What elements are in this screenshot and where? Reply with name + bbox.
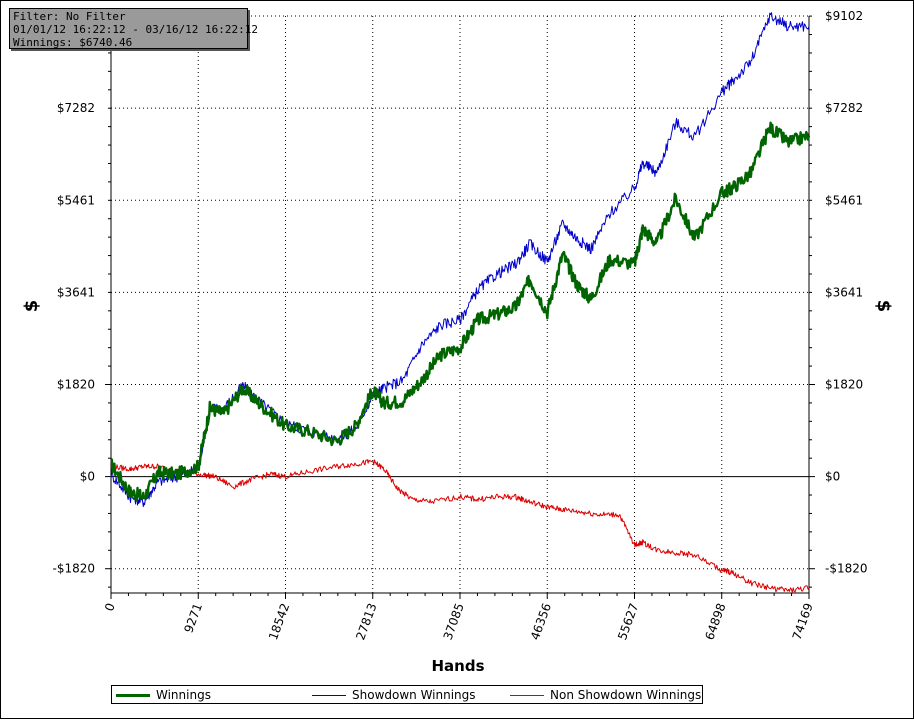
y-tick-label-right: $7282 <box>825 101 863 115</box>
y-tick-label-left: -$1820 <box>52 562 95 576</box>
y-axis-title-right: $ <box>873 300 894 313</box>
y-tick-label-right: -$1820 <box>825 562 868 576</box>
date-range-text: 01/01/12 16:22:12 - 03/16/12 16:22:12 <box>13 23 259 36</box>
y-tick-label-right: $9102 <box>825 9 863 23</box>
legend-swatch-winnings <box>116 693 150 697</box>
x-axis-title: Hands <box>431 657 484 675</box>
legend-item-winnings: Winnings <box>116 687 211 703</box>
x-tick-label: 37085 <box>441 601 467 642</box>
filter-info-box: Filter: No Filter 01/01/12 16:22:12 - 03… <box>9 8 259 49</box>
legend-item-showdown: Showdown Winnings <box>312 687 476 703</box>
x-tick-label: 46356 <box>528 601 554 642</box>
y-tick-label-left: $1820 <box>57 378 95 392</box>
y-tick-label-left: $7282 <box>57 101 95 115</box>
legend-label-winnings: Winnings <box>156 688 211 702</box>
x-tick-label: 9271 <box>181 601 205 634</box>
x-tick-label: 0 <box>102 601 118 613</box>
series-line-non-showdown-winnings <box>110 459 810 593</box>
y-tick-label-right: $3641 <box>825 285 863 299</box>
legend-label-non-showdown: Non Showdown Winnings <box>550 688 702 702</box>
series-line-showdown-winnings <box>110 12 810 508</box>
legend-swatch-non-showdown <box>510 694 544 696</box>
x-tick-label: 18542 <box>266 601 292 642</box>
legend-item-non-showdown: Non Showdown Winnings <box>510 687 701 703</box>
y-axis-title-left: $ <box>21 300 42 313</box>
series-lines <box>110 12 811 593</box>
y-tick-label-left: $3641 <box>57 285 95 299</box>
grid-lines <box>111 15 809 593</box>
tick-labels: -$1820 -$1820 $0 $0 $1820 $1820 $3641 $3641 $546… <box>52 9 867 642</box>
series-line-winnings <box>110 121 811 502</box>
x-tick-label: 27813 <box>353 601 379 642</box>
y-tick-label-right: $0 <box>825 470 840 484</box>
y-tick-label-right: $5461 <box>825 193 863 207</box>
x-tick-label: 64898 <box>702 601 728 642</box>
x-tick-label: 74169 <box>790 601 816 642</box>
y-tick-label-left: $5461 <box>57 193 95 207</box>
legend-swatch-showdown <box>312 694 346 696</box>
legend-label-showdown: Showdown Winnings <box>352 688 476 702</box>
x-tick-label: 55627 <box>615 601 641 642</box>
axes <box>105 15 815 599</box>
winnings-text: Winnings: $6740.46 <box>13 36 133 49</box>
y-tick-label-left: $0 <box>80 470 95 484</box>
chart-legend: Winnings Showdown Winnings Non Showdown … <box>111 685 703 704</box>
y-tick-label-right: $1820 <box>825 378 863 392</box>
filter-text: Filter: No Filter <box>13 10 126 23</box>
